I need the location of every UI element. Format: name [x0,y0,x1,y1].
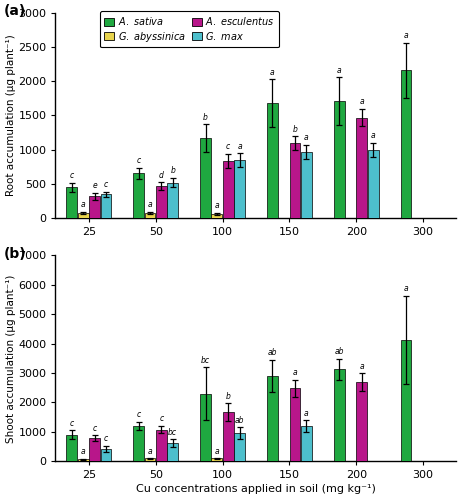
Bar [401,70,411,218]
Y-axis label: Shoot accumulation (μg plant⁻¹): Shoot accumulation (μg plant⁻¹) [6,274,16,442]
Text: b: b [226,392,231,400]
Text: a: a [404,284,408,294]
Bar [145,213,155,218]
Bar [234,160,245,218]
Text: a: a [304,134,309,142]
Bar [267,376,278,461]
Text: a: a [148,446,152,456]
Text: (a): (a) [3,4,25,18]
Text: b: b [292,124,298,134]
Bar [145,458,155,461]
Bar [134,426,144,461]
Text: c: c [92,424,97,433]
Text: a: a [359,362,364,370]
Bar [401,340,411,461]
Text: a: a [81,448,85,456]
Text: c: c [104,434,108,443]
Bar [200,138,211,218]
Text: c: c [104,180,108,189]
Bar [200,394,211,461]
Text: a: a [214,202,219,210]
Text: d: d [159,170,164,179]
Bar [78,213,89,218]
X-axis label: Cu concentrations applied in soil (mg kg⁻¹): Cu concentrations applied in soil (mg kg… [136,484,376,494]
Text: e: e [92,182,97,190]
Bar [301,152,312,218]
Bar [290,143,300,218]
Bar [357,118,367,218]
Bar [101,448,111,461]
Bar [368,150,379,218]
Text: a: a [371,132,376,140]
Bar [167,443,178,461]
Bar [212,458,222,461]
Text: a: a [359,97,364,106]
Bar [134,173,144,218]
Bar [223,412,234,461]
Bar [156,430,167,461]
Text: c: c [137,156,141,165]
Bar [167,182,178,218]
Bar [334,101,345,218]
Text: ab: ab [235,416,244,425]
Text: c: c [159,414,164,423]
Bar [234,434,245,461]
Text: ab: ab [334,348,344,356]
Text: c: c [226,142,231,152]
Text: a: a [81,200,85,209]
Bar [67,188,77,218]
Text: a: a [148,200,152,209]
Bar [290,388,300,461]
Text: bc: bc [168,428,177,436]
Text: b: b [170,166,175,175]
Text: (b): (b) [3,247,26,261]
Text: a: a [270,68,274,76]
Bar [301,426,312,461]
Text: c: c [70,171,74,180]
Bar [223,160,234,218]
Bar [357,382,367,461]
Bar [156,186,167,218]
Text: b: b [203,113,208,122]
Bar [212,214,222,218]
Text: a: a [337,66,341,74]
Text: a: a [404,32,408,40]
Text: bc: bc [201,356,210,364]
Text: a: a [214,446,219,456]
Text: c: c [137,410,141,419]
Text: c: c [70,419,74,428]
Bar [78,460,89,461]
Bar [267,103,278,218]
Bar [89,438,100,461]
Text: ab: ab [267,348,277,358]
Text: a: a [237,142,242,150]
Bar [89,196,100,218]
Bar [101,194,111,218]
Legend: $\it{A.\ sativa}$, $\it{G.\ abyssinica}$, $\it{A.\ esculentus}$, $\it{G.\ max}$: $\it{A.\ sativa}$, $\it{G.\ abyssinica}$… [100,11,279,48]
Bar [334,369,345,461]
Text: a: a [304,408,309,418]
Bar [67,435,77,461]
Y-axis label: Root accumulation (μg plant⁻¹): Root accumulation (μg plant⁻¹) [6,34,16,196]
Text: a: a [293,368,298,377]
